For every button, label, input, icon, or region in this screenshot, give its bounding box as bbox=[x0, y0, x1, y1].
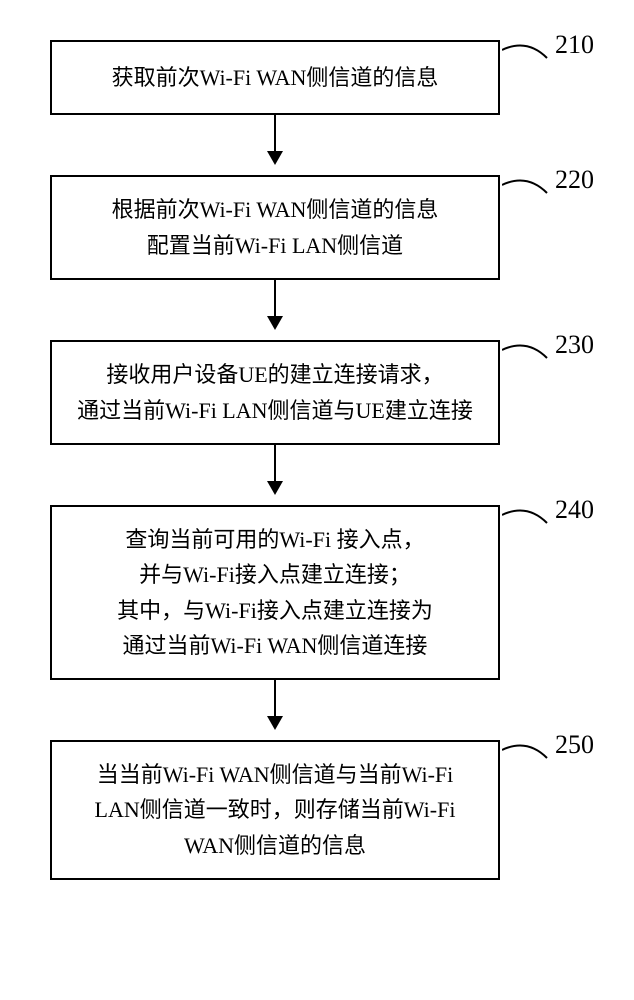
step-5-text-3: WAN侧信道的信息 bbox=[184, 833, 366, 858]
step-5-text-2: LAN侧信道一致时，则存储当前Wi-Fi bbox=[95, 797, 456, 822]
arrow-3-4 bbox=[274, 445, 276, 493]
flowchart-step-4: 查询当前可用的Wi-Fi 接入点， 并与Wi-Fi接入点建立连接； 其中，与Wi… bbox=[50, 505, 500, 680]
arrow-4-5 bbox=[274, 680, 276, 728]
label-220: 220 bbox=[555, 165, 594, 195]
step-2-text-1: 根据前次Wi-Fi WAN侧信道的信息 bbox=[112, 197, 439, 222]
arrow-1-2 bbox=[274, 115, 276, 163]
step-3-text-2: 通过当前Wi-Fi LAN侧信道与UE建立连接 bbox=[77, 398, 473, 423]
flowchart-step-1: 获取前次Wi-Fi WAN侧信道的信息 bbox=[50, 40, 500, 115]
step-5-text-1: 当当前Wi-Fi WAN侧信道与当前Wi-Fi bbox=[97, 762, 454, 787]
flowchart-container: 获取前次Wi-Fi WAN侧信道的信息 210 根据前次Wi-Fi WAN侧信道… bbox=[0, 0, 634, 1000]
flowchart-step-3: 接收用户设备UE的建立连接请求， 通过当前Wi-Fi LAN侧信道与UE建立连接 bbox=[50, 340, 500, 445]
label-230: 230 bbox=[555, 330, 594, 360]
step-4-text-1: 查询当前可用的Wi-Fi 接入点， bbox=[125, 527, 424, 552]
flowchart-step-2: 根据前次Wi-Fi WAN侧信道的信息 配置当前Wi-Fi LAN侧信道 bbox=[50, 175, 500, 280]
arrow-2-3 bbox=[274, 280, 276, 328]
step-3-text-1: 接收用户设备UE的建立连接请求， bbox=[106, 362, 443, 387]
connector-3 bbox=[502, 338, 552, 368]
step-2-text-2: 配置当前Wi-Fi LAN侧信道 bbox=[147, 233, 403, 258]
connector-4 bbox=[502, 503, 552, 533]
connector-1 bbox=[502, 38, 552, 68]
connector-2 bbox=[502, 173, 552, 203]
connector-5 bbox=[502, 738, 552, 768]
step-4-text-3: 其中，与Wi-Fi接入点建立连接为 bbox=[117, 598, 433, 623]
label-250: 250 bbox=[555, 730, 594, 760]
step-1-text: 获取前次Wi-Fi WAN侧信道的信息 bbox=[112, 60, 439, 95]
label-210: 210 bbox=[555, 30, 594, 60]
label-240: 240 bbox=[555, 495, 594, 525]
step-4-text-2: 并与Wi-Fi接入点建立连接； bbox=[139, 562, 411, 587]
step-4-text-4: 通过当前Wi-Fi WAN侧信道连接 bbox=[123, 633, 428, 658]
flowchart-step-5: 当当前Wi-Fi WAN侧信道与当前Wi-Fi LAN侧信道一致时，则存储当前W… bbox=[50, 740, 500, 880]
